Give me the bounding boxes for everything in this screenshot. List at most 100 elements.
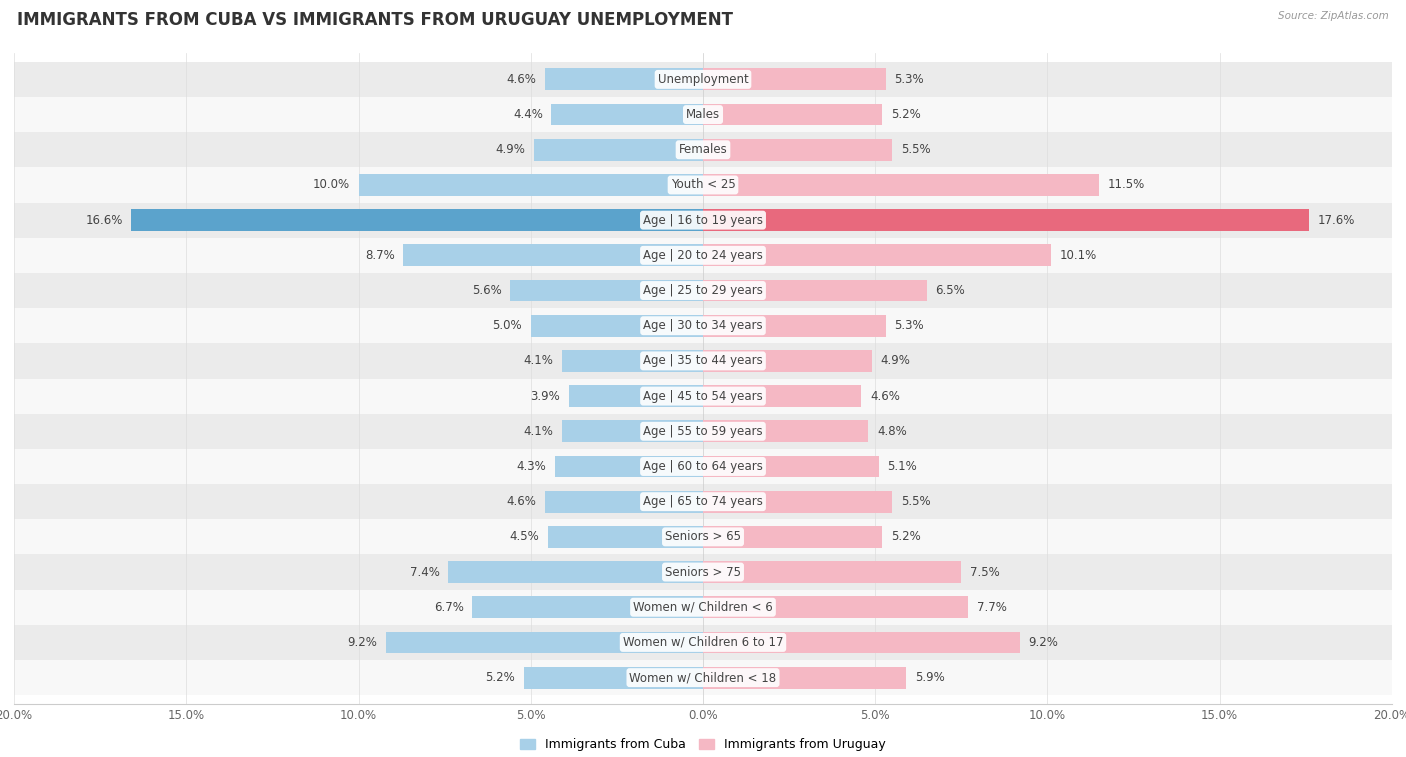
Bar [14,238,1392,273]
Bar [14,62,1392,97]
Bar [544,68,703,90]
Bar [14,590,1392,625]
Bar [555,456,703,478]
Text: Age | 55 to 59 years: Age | 55 to 59 years [643,425,763,438]
Text: Youth < 25: Youth < 25 [671,179,735,192]
Text: 5.6%: 5.6% [472,284,502,297]
Bar [14,344,1392,378]
Text: Females: Females [679,143,727,156]
Text: Age | 16 to 19 years: Age | 16 to 19 years [643,213,763,226]
Bar [703,279,927,301]
Text: Source: ZipAtlas.com: Source: ZipAtlas.com [1278,11,1389,21]
Text: Age | 35 to 44 years: Age | 35 to 44 years [643,354,763,367]
Text: 6.7%: 6.7% [433,601,464,614]
Bar [562,420,703,442]
Bar [551,104,703,126]
Text: 5.2%: 5.2% [891,108,921,121]
Text: 16.6%: 16.6% [86,213,122,226]
Bar [703,631,1019,653]
Text: 4.8%: 4.8% [877,425,907,438]
Bar [510,279,703,301]
Text: 5.3%: 5.3% [894,319,924,332]
Bar [14,132,1392,167]
Bar [703,456,879,478]
Text: 7.5%: 7.5% [970,565,1000,578]
Text: 5.5%: 5.5% [901,143,931,156]
Text: 11.5%: 11.5% [1108,179,1144,192]
Text: Seniors > 75: Seniors > 75 [665,565,741,578]
Text: 8.7%: 8.7% [366,249,395,262]
Bar [14,413,1392,449]
Text: Age | 20 to 24 years: Age | 20 to 24 years [643,249,763,262]
Bar [703,68,886,90]
Text: 5.2%: 5.2% [891,531,921,544]
Bar [703,209,1309,231]
Text: 4.9%: 4.9% [496,143,526,156]
Bar [562,350,703,372]
Bar [14,660,1392,695]
Bar [14,484,1392,519]
Bar [703,385,862,407]
Text: 4.1%: 4.1% [523,425,553,438]
Bar [703,561,962,583]
Bar [14,378,1392,413]
Text: 4.6%: 4.6% [506,495,536,508]
Bar [131,209,703,231]
Bar [14,554,1392,590]
Text: 5.5%: 5.5% [901,495,931,508]
Text: 5.2%: 5.2% [485,671,515,684]
Bar [703,491,893,512]
Text: Age | 45 to 54 years: Age | 45 to 54 years [643,390,763,403]
Text: Women w/ Children < 6: Women w/ Children < 6 [633,601,773,614]
Text: 10.1%: 10.1% [1060,249,1097,262]
Bar [359,174,703,196]
Bar [534,139,703,160]
Text: 6.5%: 6.5% [935,284,966,297]
Bar [14,97,1392,132]
Bar [703,315,886,337]
Bar [703,139,893,160]
Bar [404,245,703,266]
Text: 4.6%: 4.6% [506,73,536,86]
Text: 17.6%: 17.6% [1317,213,1355,226]
Text: 9.2%: 9.2% [1029,636,1059,649]
Bar [703,526,882,548]
Text: Age | 65 to 74 years: Age | 65 to 74 years [643,495,763,508]
Text: 9.2%: 9.2% [347,636,377,649]
Text: 4.6%: 4.6% [870,390,900,403]
Text: 7.7%: 7.7% [977,601,1007,614]
Text: 4.4%: 4.4% [513,108,543,121]
Text: Age | 30 to 34 years: Age | 30 to 34 years [643,319,763,332]
Bar [703,667,907,689]
Bar [703,420,869,442]
Bar [544,491,703,512]
Text: 7.4%: 7.4% [409,565,440,578]
Legend: Immigrants from Cuba, Immigrants from Uruguay: Immigrants from Cuba, Immigrants from Ur… [516,734,890,756]
Text: 10.0%: 10.0% [312,179,350,192]
Bar [14,449,1392,484]
Text: 5.9%: 5.9% [915,671,945,684]
Bar [387,631,703,653]
Text: Unemployment: Unemployment [658,73,748,86]
Text: 4.1%: 4.1% [523,354,553,367]
Bar [703,597,969,618]
Text: 5.1%: 5.1% [887,460,917,473]
Text: 5.3%: 5.3% [894,73,924,86]
Text: Males: Males [686,108,720,121]
Bar [14,273,1392,308]
Bar [703,350,872,372]
Bar [531,315,703,337]
Text: 5.0%: 5.0% [492,319,522,332]
Bar [703,174,1099,196]
Bar [14,167,1392,203]
Bar [703,104,882,126]
Bar [14,203,1392,238]
Text: Seniors > 65: Seniors > 65 [665,531,741,544]
Bar [449,561,703,583]
Bar [14,308,1392,344]
Bar [472,597,703,618]
Bar [524,667,703,689]
Bar [548,526,703,548]
Text: Age | 25 to 29 years: Age | 25 to 29 years [643,284,763,297]
Bar [14,519,1392,554]
